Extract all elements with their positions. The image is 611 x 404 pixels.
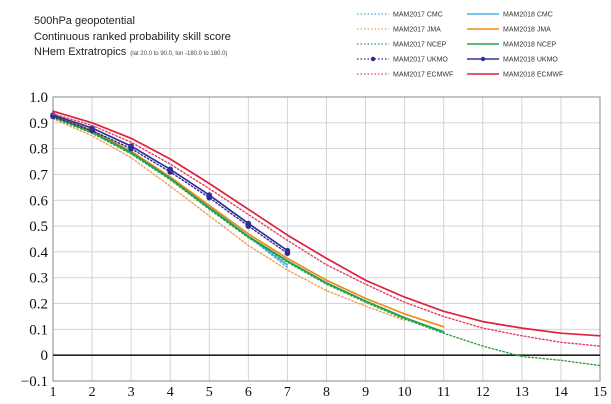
axes bbox=[52, 96, 601, 382]
x-tick-label: 8 bbox=[323, 385, 330, 400]
series-line bbox=[52, 114, 445, 328]
y-tick-label: 0.2 bbox=[29, 297, 48, 313]
plot-frame bbox=[52, 96, 601, 382]
data-point bbox=[284, 247, 291, 254]
legend-label: MAM2017 JMA bbox=[393, 27, 441, 34]
legend-item: MAM2018 CMC bbox=[467, 12, 553, 19]
legend-item: MAM2017 JMA bbox=[357, 27, 441, 34]
series-line bbox=[52, 115, 445, 333]
legend-item: MAM2017 UKMO bbox=[357, 57, 448, 64]
series-mam2018-ncep bbox=[52, 115, 445, 333]
legend-label: MAM2018 JMA bbox=[503, 27, 551, 34]
x-tick-label: 3 bbox=[128, 385, 135, 400]
legend-label: MAM2018 ECMWF bbox=[503, 72, 563, 79]
x-tick-label: 11 bbox=[437, 385, 450, 400]
chart-title: 500hPa geopotential Continuous ranked pr… bbox=[34, 15, 231, 58]
x-tick-label: 12 bbox=[476, 385, 490, 400]
series-mam2018-ecmwf bbox=[52, 110, 601, 337]
legend-label: MAM2017 CMC bbox=[393, 12, 443, 19]
y-tick-label: −0.1 bbox=[21, 374, 48, 390]
series-lines bbox=[50, 110, 601, 367]
legend-item: MAM2018 ECMWF bbox=[467, 72, 563, 79]
x-tick-label: 9 bbox=[362, 385, 369, 400]
y-tick-label: 0.5 bbox=[29, 219, 48, 235]
series-line bbox=[52, 113, 601, 347]
legend-item: MAM2017 NCEP bbox=[357, 42, 447, 49]
legend-marker bbox=[480, 56, 486, 62]
y-tick-label: 0.9 bbox=[29, 116, 48, 132]
data-point bbox=[245, 220, 252, 227]
chart-title-line-3-main: NHem Extratropics bbox=[34, 46, 127, 58]
x-tick-label: 2 bbox=[89, 385, 96, 400]
legend-label: MAM2017 UKMO bbox=[393, 57, 448, 64]
legend-label: MAM2018 UKMO bbox=[503, 57, 558, 64]
x-tick-label: 4 bbox=[167, 385, 174, 400]
legend-label: MAM2017 NCEP bbox=[393, 42, 447, 49]
y-tick-label: 0.6 bbox=[29, 193, 48, 209]
x-tick-label: 6 bbox=[245, 385, 252, 400]
tick-labels: 1.00.90.80.70.60.50.40.30.20.10−0.11 2 3 4 5… bbox=[21, 90, 607, 400]
chart-title-line-2: Continuous ranked probability skill scor… bbox=[34, 31, 231, 43]
series-line bbox=[52, 118, 406, 321]
legend: MAM2017 CMC MAM2018 CMC MAM2017 JMA MAM2018… bbox=[357, 12, 563, 79]
data-point bbox=[128, 143, 134, 149]
y-tick-label: 0.7 bbox=[29, 167, 48, 183]
legend-item: MAM2018 NCEP bbox=[467, 42, 557, 49]
legend-item: MAM2018 JMA bbox=[467, 27, 551, 34]
legend-item: MAM2018 UKMO bbox=[467, 57, 558, 64]
series-mam2017-jma bbox=[52, 118, 406, 321]
legend-label: MAM2018 NCEP bbox=[503, 42, 557, 49]
series-mam2017-ncep bbox=[52, 116, 601, 367]
legend-item: MAM2017 ECMWF bbox=[357, 72, 453, 79]
chart-title-line-1: 500hPa geopotential bbox=[34, 15, 135, 27]
y-tick-label: 0 bbox=[41, 348, 49, 364]
y-tick-label: 0.1 bbox=[29, 322, 48, 338]
x-tick-label: 1 bbox=[50, 385, 57, 400]
series-mam2018-jma bbox=[52, 114, 445, 328]
x-tick-label: 14 bbox=[554, 385, 568, 400]
legend-marker bbox=[370, 56, 376, 62]
x-tick-label: 7 bbox=[284, 385, 291, 400]
x-tick-label: 10 bbox=[398, 385, 412, 400]
data-point bbox=[167, 166, 174, 173]
y-tick-label: 1.0 bbox=[29, 90, 48, 106]
y-tick-label: 0.8 bbox=[29, 142, 48, 158]
series-line bbox=[52, 110, 601, 337]
legend-item: MAM2017 CMC bbox=[357, 12, 443, 19]
x-tick-label: 13 bbox=[515, 385, 529, 400]
series-line bbox=[52, 116, 601, 367]
x-tick-label: 5 bbox=[206, 385, 213, 400]
chart-title-detail: (lat 20.0 to 90.0, lon -180.0 to 180.0) bbox=[130, 51, 227, 57]
x-tick-label: 15 bbox=[593, 385, 607, 400]
series-mam2017-ecmwf bbox=[52, 113, 601, 347]
chart-title-line-3: NHem Extratropics (lat 20.0 to 90.0, lon … bbox=[34, 46, 227, 58]
data-point bbox=[206, 192, 213, 198]
y-tick-label: 0.4 bbox=[29, 245, 48, 261]
y-tick-label: 0.3 bbox=[29, 271, 48, 287]
legend-label: MAM2017 ECMWF bbox=[393, 72, 453, 79]
legend-label: MAM2018 CMC bbox=[503, 12, 553, 19]
